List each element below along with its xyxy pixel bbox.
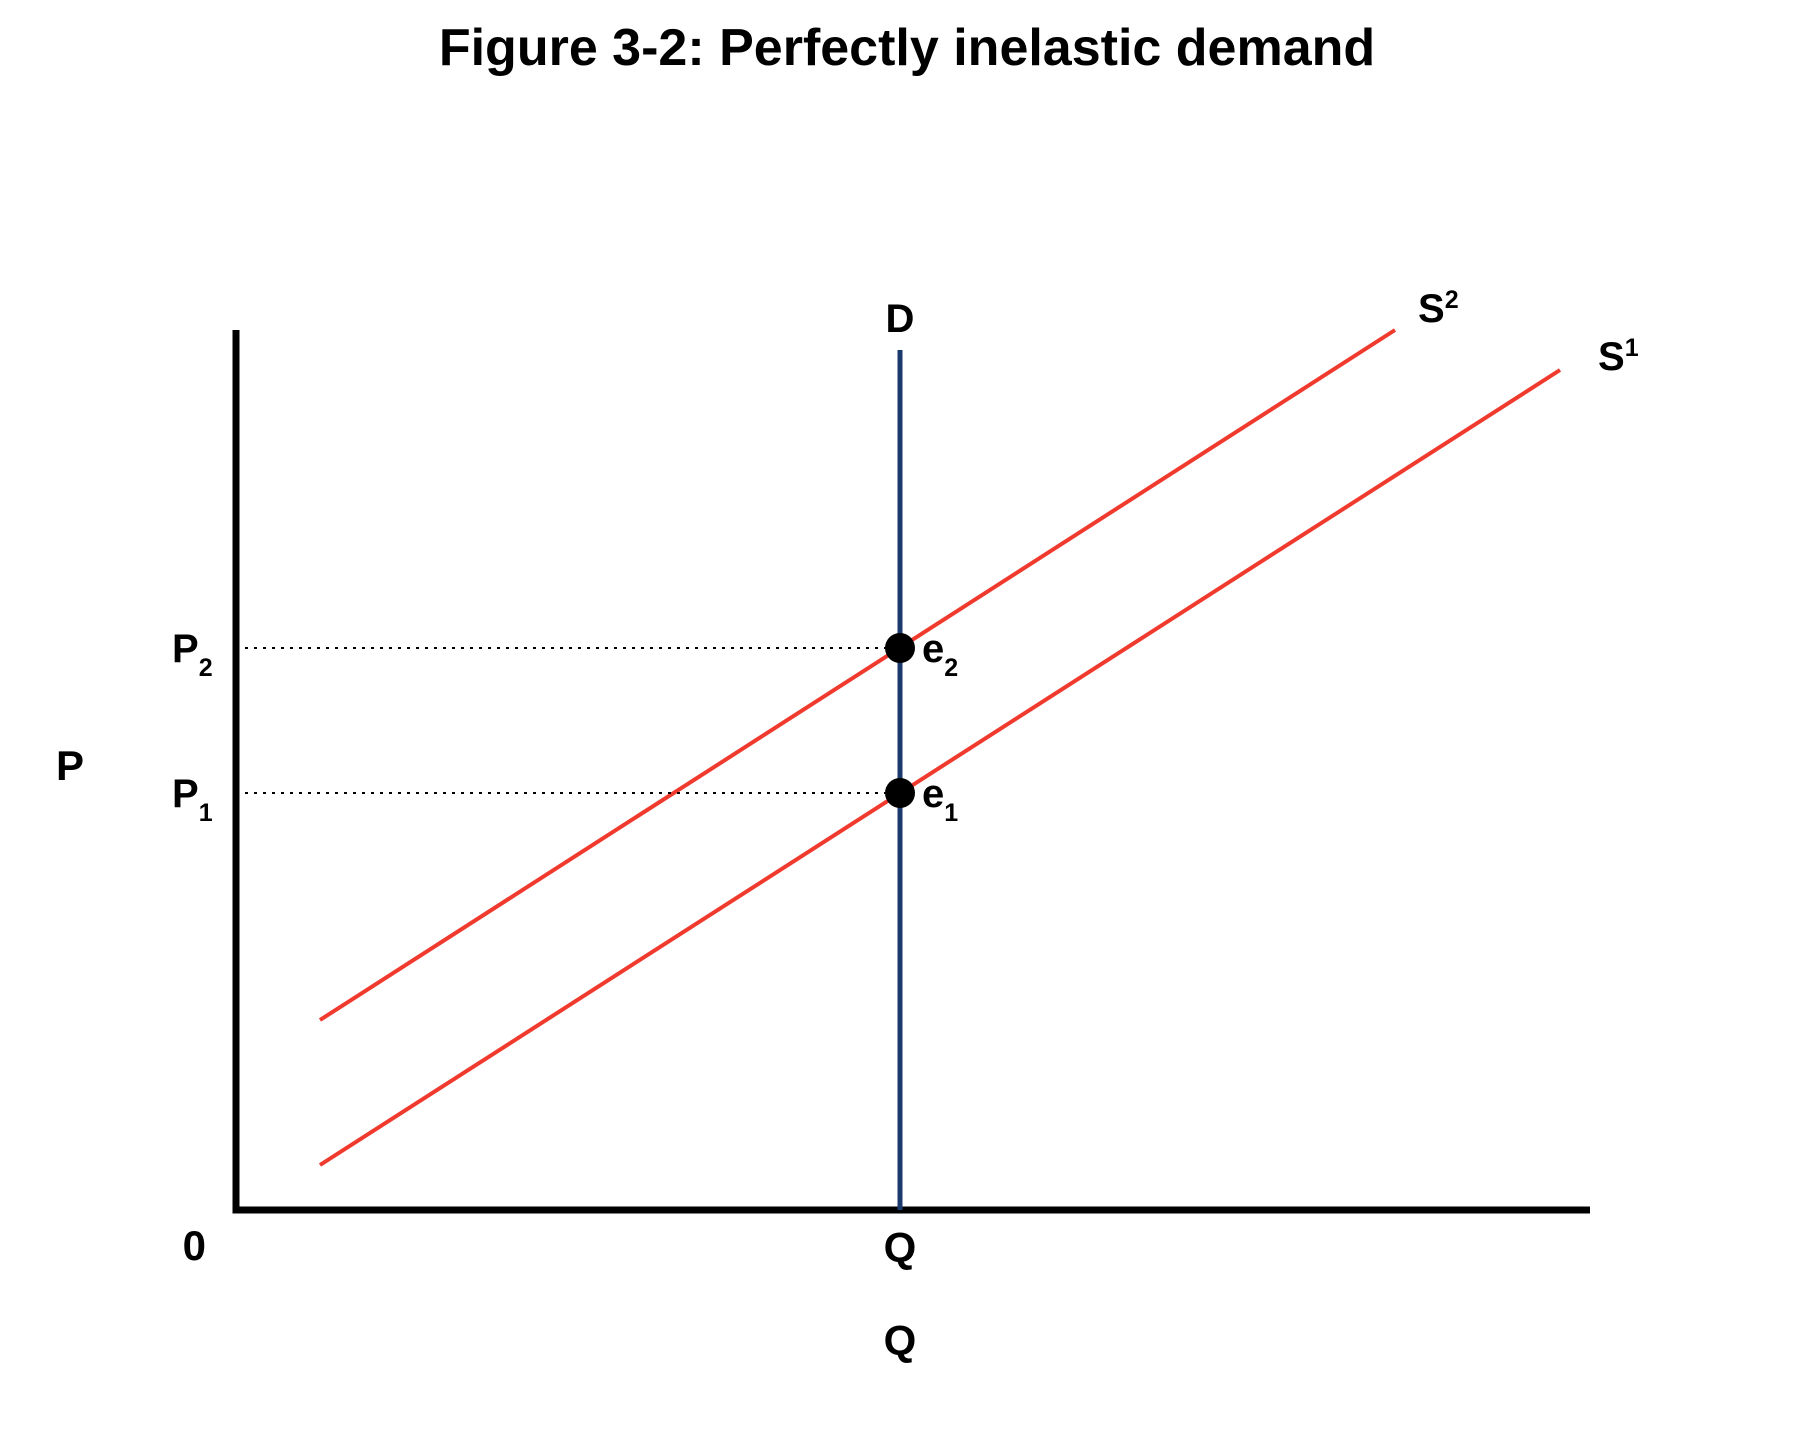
supply-label-S2: S2 (1418, 286, 1459, 331)
demand-label: D (886, 297, 915, 341)
supply-label-S1: S1 (1598, 334, 1639, 379)
x-axis-label: Q (884, 1317, 917, 1364)
equilibrium-point-e1 (885, 778, 915, 808)
equilibrium-label-e1: e1 (922, 772, 958, 827)
equilibrium-point-e2 (885, 633, 915, 663)
price-label-e1: P1 (172, 772, 213, 827)
supply-curve-S1 (320, 370, 1560, 1165)
economics-chart: 0 P QQ D S1 S2 e1 P1 e2 P2 (0, 0, 1814, 1456)
figure-container: Figure 3-2: Perfectly inelastic demand 0… (0, 0, 1814, 1456)
equilibrium-label-e2: e2 (922, 627, 958, 682)
supply-curves (320, 330, 1560, 1165)
price-label-e2: P2 (172, 627, 213, 682)
q-tick-label: Q (884, 1224, 917, 1271)
origin-label: 0 (183, 1222, 206, 1269)
supply-curve-S2 (320, 330, 1395, 1020)
price-reference-lines (236, 648, 900, 793)
y-axis-label: P (56, 742, 84, 789)
